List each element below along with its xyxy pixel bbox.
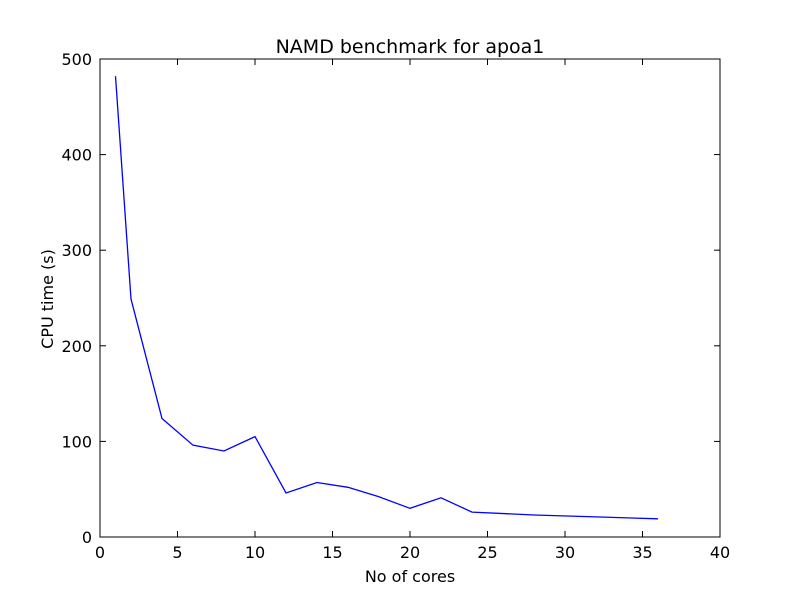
- x-tick-label: 5: [172, 543, 182, 562]
- y-tick-label: 100: [61, 432, 92, 451]
- y-tick-label: 200: [61, 337, 92, 356]
- x-tick-label: 30: [555, 543, 575, 562]
- plot-area: [99, 58, 721, 538]
- x-tick-label: 20: [400, 543, 420, 562]
- y-tick-label: 500: [61, 50, 92, 69]
- y-tick-label: 0: [82, 528, 92, 547]
- y-tick-label: 400: [61, 146, 92, 165]
- y-tick-label: 300: [61, 241, 92, 260]
- series-line-1: [114, 76, 659, 520]
- x-axis-label: No of cores: [365, 567, 455, 586]
- x-tick-label: 40: [710, 543, 730, 562]
- chart-title: NAMD benchmark for apoa1: [276, 36, 545, 58]
- x-tick-label: 15: [322, 543, 342, 562]
- x-tick-label: 10: [245, 543, 265, 562]
- y-axis-label: CPU time (s): [38, 249, 57, 349]
- plot-frame: [99, 58, 721, 538]
- x-tick-label: 35: [632, 543, 652, 562]
- x-tick-label: 0: [95, 543, 105, 562]
- x-axis: 0 5 10 15 20 25 30 35 40: [95, 59, 730, 562]
- x-tick-label: 25: [477, 543, 497, 562]
- y-axis: 0 100 200 300 400 500: [61, 50, 720, 547]
